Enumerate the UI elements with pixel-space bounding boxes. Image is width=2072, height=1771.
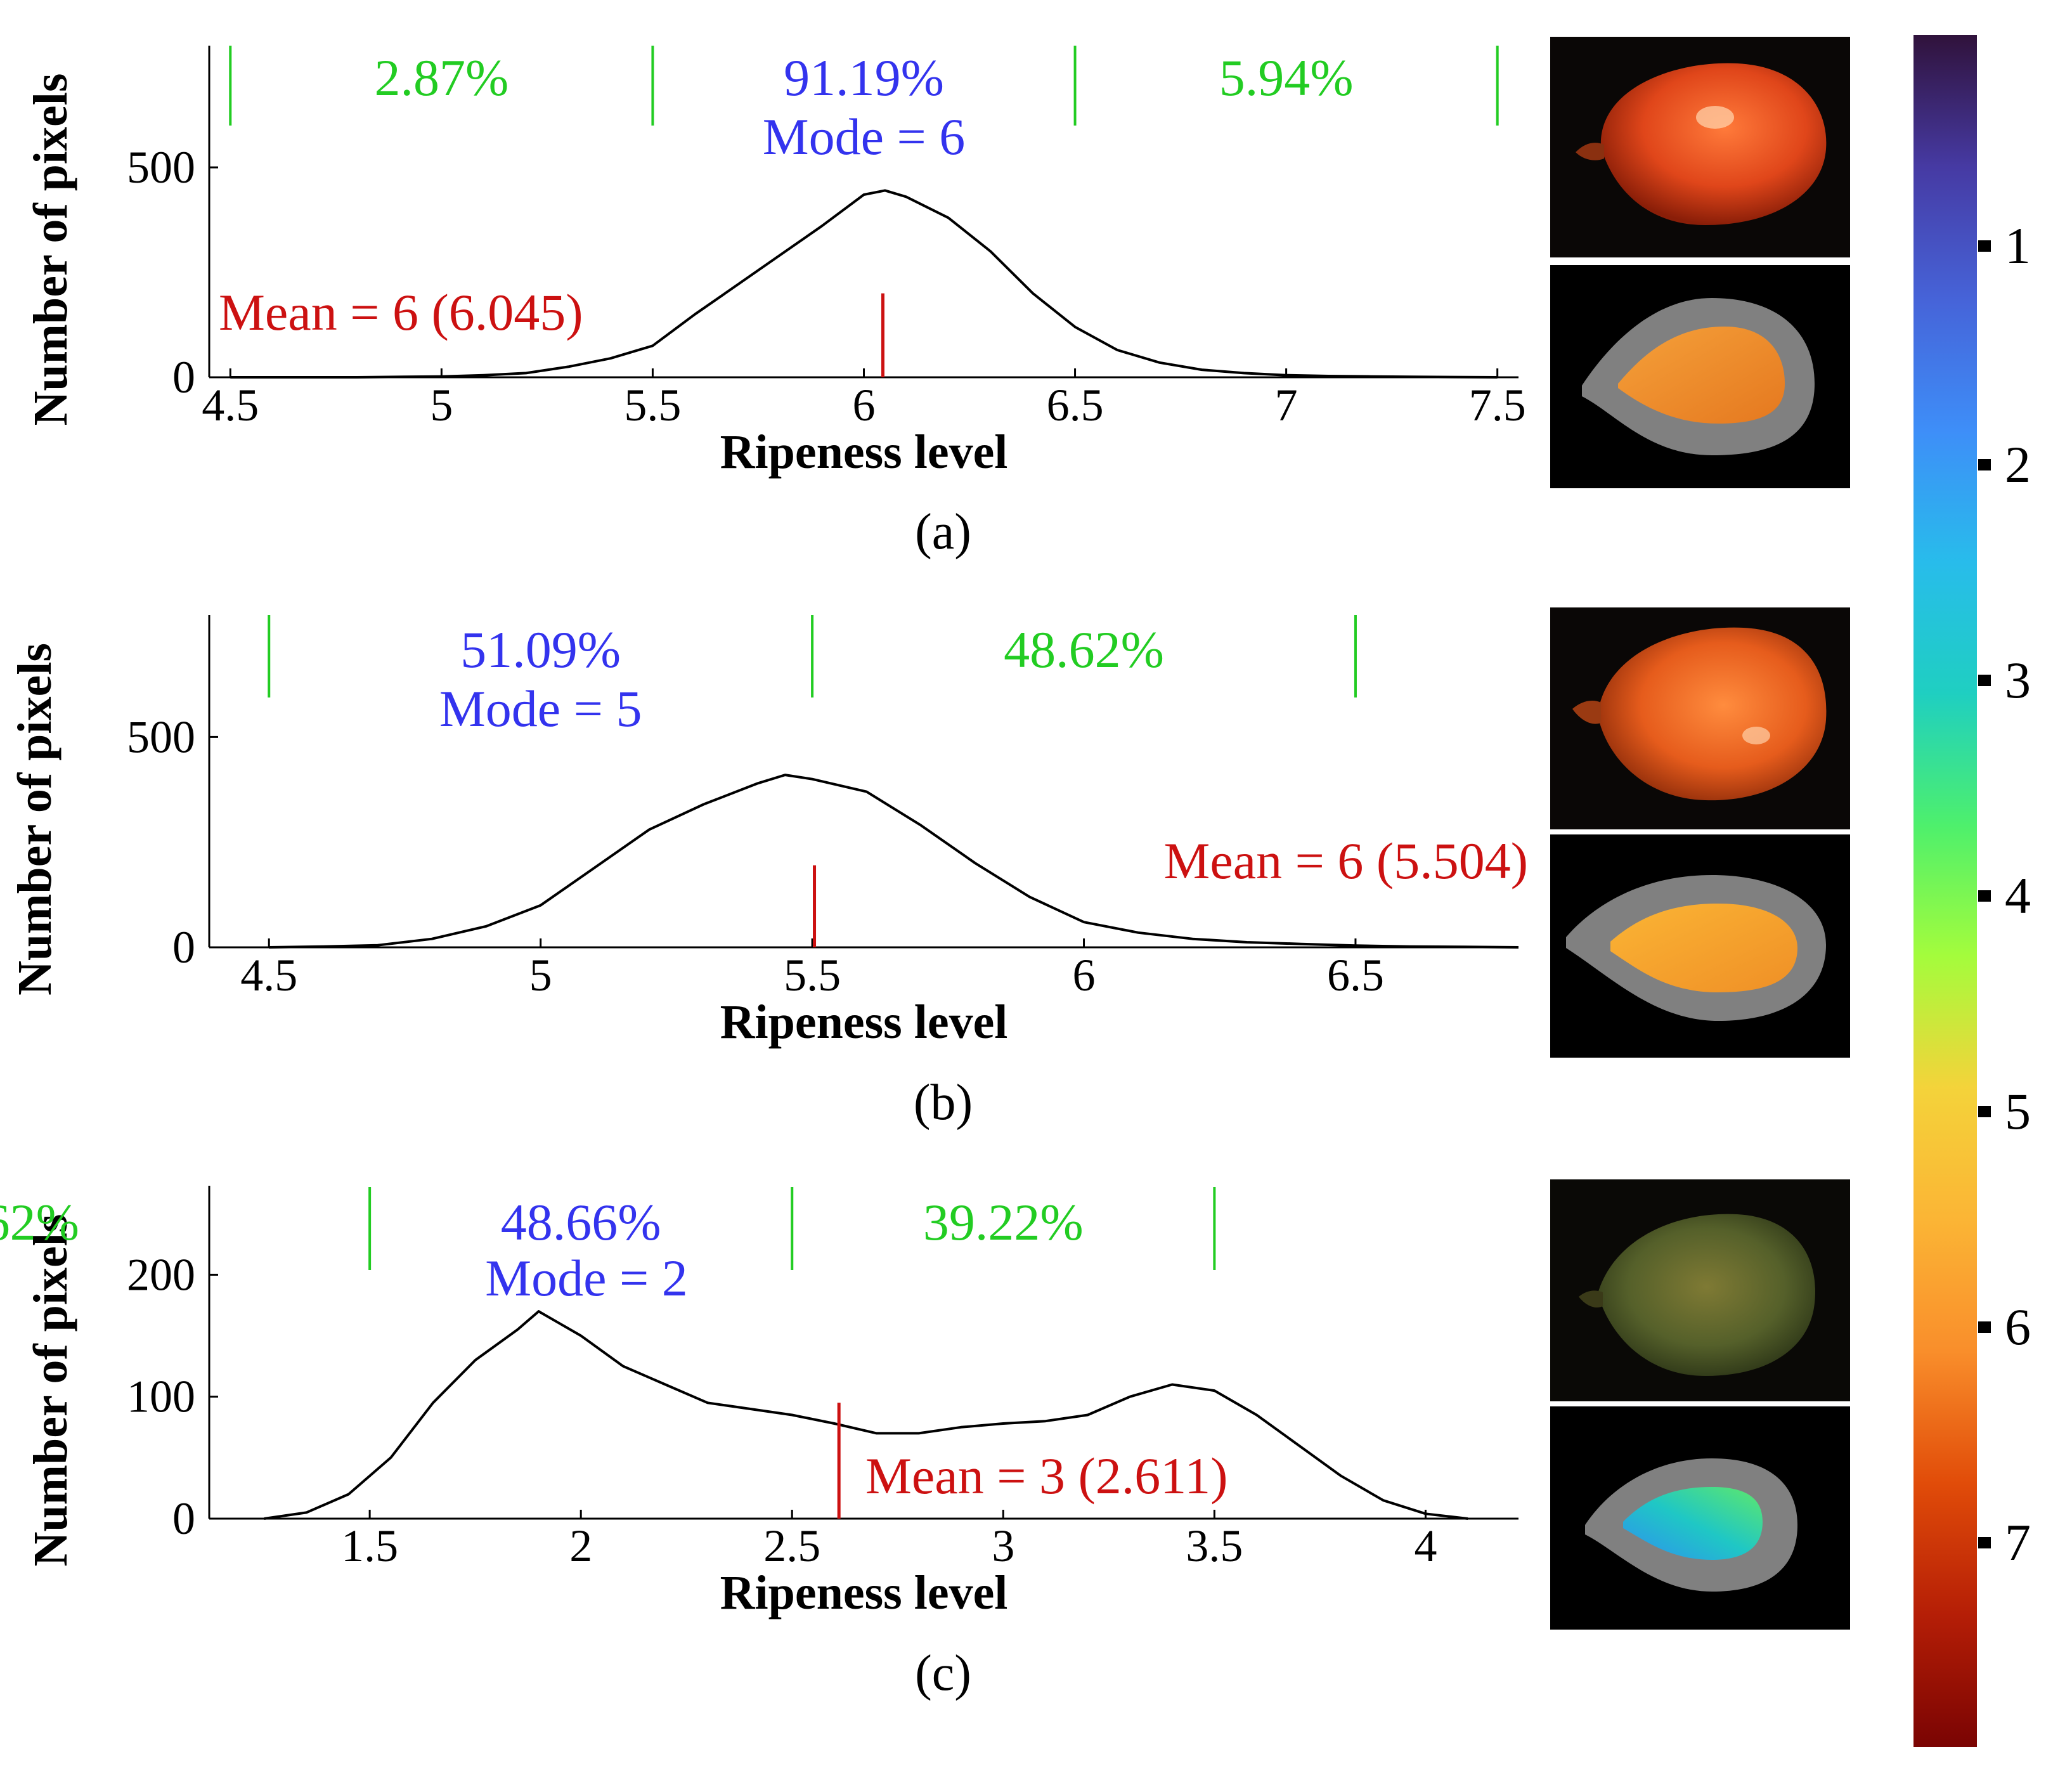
panel-label: (c) xyxy=(915,1645,971,1701)
x-tick-label: 5 xyxy=(430,380,453,431)
fruit-images-b xyxy=(1550,607,1850,1058)
fruit-photo-a xyxy=(1550,37,1850,257)
colorbar-tick-mark xyxy=(1978,240,1991,252)
x-tick-label: 5.5 xyxy=(624,380,681,431)
x-tick-label: 2 xyxy=(569,1521,592,1571)
panel-label: (b) xyxy=(914,1075,973,1131)
x-tick-label: 6.5 xyxy=(1047,380,1104,431)
x-tick-label: 1.5 xyxy=(341,1521,398,1571)
colorbar-tick-label: 4 xyxy=(2005,867,2031,924)
panel-a: 4.5 5 5.5 6 6.5 7 7.5 0 500 Ripeness level Number … xyxy=(24,46,1526,560)
mode-label: Mode = 6 xyxy=(763,108,966,165)
x-tick-label: 4.5 xyxy=(202,380,259,431)
fruit-photo-b xyxy=(1550,607,1850,829)
fruit-images-c xyxy=(1550,1179,1850,1630)
colorbar-gradient xyxy=(1913,35,1977,1747)
colorbar-tick-label: 2 xyxy=(2005,436,2031,493)
panel-c: 1.5 2 2.5 3 3.5 4 0 100 200 Ripeness level Number … xyxy=(0,1186,1518,1701)
colorbar-tick-mark xyxy=(1978,1537,1991,1548)
colorbar-tick-mark xyxy=(1978,459,1991,470)
bin-percent-label: 51.09% xyxy=(460,621,621,678)
y-tick-label: 100 xyxy=(127,1372,195,1422)
x-tick-label: 6 xyxy=(1073,950,1096,1001)
colorbar-tick-label: 3 xyxy=(2005,651,2031,709)
histogram-line xyxy=(230,189,1498,379)
x-tick-label: 5.5 xyxy=(784,950,841,1001)
x-axis-label: Ripeness level xyxy=(720,996,1008,1049)
colorbar-tick-mark xyxy=(1978,890,1991,902)
x-tick-label: 6.5 xyxy=(1327,950,1384,1001)
x-tick-label: 7.5 xyxy=(1469,380,1526,431)
x-tick-label: 7 xyxy=(1275,380,1298,431)
ripeness-map-c xyxy=(1550,1406,1850,1630)
colorbar-tick-label: 5 xyxy=(2005,1082,2031,1140)
y-axis-label: Number of pixels xyxy=(8,643,62,996)
mean-label: Mean = 6 (6.045) xyxy=(219,283,583,341)
fruit-photo-c xyxy=(1550,1179,1850,1401)
y-tick-label: 500 xyxy=(127,142,195,193)
colorbar-tick-label: 7 xyxy=(2005,1514,2031,1571)
x-tick-label: 2.5 xyxy=(763,1521,820,1571)
bin-percent-label: 91.19% xyxy=(784,49,944,107)
panel-label: (a) xyxy=(915,504,971,560)
y-tick-label: 500 xyxy=(127,711,195,762)
bin-percent-label: 2.87% xyxy=(374,49,508,107)
colorbar-tick-label: 1 xyxy=(2005,217,2031,275)
y-tick-label: 0 xyxy=(172,352,195,403)
x-axis-label: Ripeness level xyxy=(720,1566,1008,1619)
histogram-line xyxy=(264,1310,1468,1520)
x-axis-label: Ripeness level xyxy=(720,425,1008,479)
colorbar-tick-mark xyxy=(1978,675,1991,686)
bin-percent-label: 5.94% xyxy=(1219,49,1354,107)
mode-label: Mode = 5 xyxy=(439,680,642,737)
y-tick-label: 0 xyxy=(172,922,195,973)
x-tick-label: 4.5 xyxy=(240,950,297,1001)
y-tick-label: 0 xyxy=(172,1493,195,1544)
colorbar-tick-label: 6 xyxy=(2005,1298,2031,1356)
fruit-images-a xyxy=(1550,37,1850,488)
y-axis-label: Number of pixels xyxy=(24,74,77,426)
y-tick-label: 200 xyxy=(127,1249,195,1300)
ripeness-map-a xyxy=(1550,265,1850,488)
x-tick-label: 6 xyxy=(853,380,876,431)
bin-percent-label: 39.22% xyxy=(923,1193,1084,1251)
colorbar-tick-mark xyxy=(1978,1321,1991,1333)
x-tick-label: 3.5 xyxy=(1186,1521,1243,1571)
colorbar-tick-mark xyxy=(1978,1106,1991,1117)
mean-label: Mean = 6 (5.504) xyxy=(1163,832,1528,890)
y-axis-label: Number of pixels xyxy=(24,1214,77,1567)
bin-percent-label: 48.66% xyxy=(501,1193,661,1251)
bin-percent-label: 48.62% xyxy=(1004,621,1164,678)
bin-percent-label: 11.62% xyxy=(0,1193,79,1251)
x-tick-label: 4 xyxy=(1414,1521,1437,1571)
ripeness-map-b xyxy=(1550,834,1850,1058)
colorbar: 1 2 3 4 5 6 7 xyxy=(1913,35,2031,1747)
panel-b: 4.5 5 5.5 6 6.5 0 500 Ripeness level Number of p… xyxy=(8,615,1528,1131)
x-tick-label: 5 xyxy=(529,950,552,1001)
x-tick-label: 3 xyxy=(992,1521,1014,1571)
mode-label: Mode = 2 xyxy=(485,1249,688,1307)
histogram-line xyxy=(269,774,1519,949)
mean-label: Mean = 3 (2.611) xyxy=(865,1447,1228,1505)
